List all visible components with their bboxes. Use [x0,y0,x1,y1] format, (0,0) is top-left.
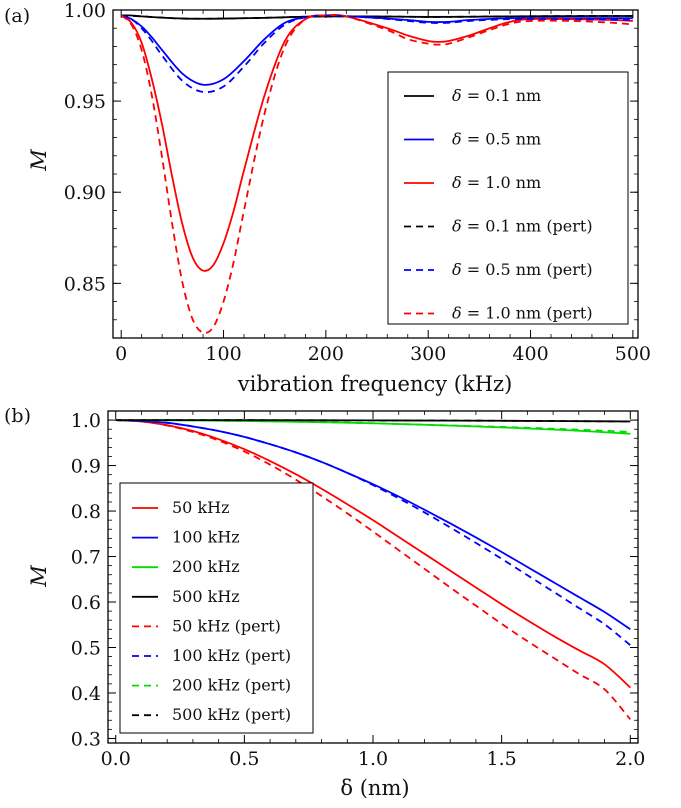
x-tick-label: 400 [512,343,548,365]
x-tick-label: 1.0 [358,748,388,770]
series-line [115,419,631,646]
x-tick-label: 200 [308,343,344,365]
y-tick-label: 0.3 [71,728,101,750]
panel-a-ticks: 0 100 200 300 400 500 0.85 0.90 0.95 1.00 [64,0,651,365]
x-tick-label: 100 [205,343,241,365]
panel-b-ticks: 0.0 0.5 1.0 1.5 2.0 0.3 0.4 0.5 0.6 0.7 0.8 0.9 1.0 [71,410,646,770]
y-tick-label: 0.7 [71,547,101,569]
legend-label: 200 kHz [172,557,240,576]
legend-label: 200 kHz (pert) [172,676,291,695]
y-tick-label: 0.4 [71,683,101,705]
x-tick-label: 1.5 [487,748,517,770]
panel-b: (b) 0.0 0.5 1.0 1.5 2.0 0.3 0.4 0.5 0.6 0.7 0.8 0.9… [4,405,645,800]
legend-label: 50 kHz (pert) [172,616,281,635]
series-line [115,419,631,433]
legend-label: δ = 0.5 nm [452,130,541,149]
legend-label: δ = 1.0 nm (pert) [452,304,593,323]
legend-label: δ = 0.1 nm [452,86,541,105]
panel-a-tag: (a) [4,5,30,27]
legend-label: δ = 1.0 nm [452,173,541,192]
legend-label: 100 kHz (pert) [172,646,291,665]
y-tick-label: 1.0 [71,410,101,432]
series-line [115,419,631,720]
panel-b-legend-box [119,482,314,734]
x-tick-label: 0.5 [229,748,259,770]
y-tick-label: 0.85 [64,273,106,295]
x-tick-label: 0 [115,343,127,365]
panel-a-series [120,13,633,334]
panel-a-x-axis-label: vibration frequency (kHz) [237,372,513,396]
series-line [115,419,631,423]
legend-label: 50 kHz [172,498,230,517]
legend-label: 500 kHz [172,587,240,606]
series-line [115,419,631,689]
y-tick-label: 0.90 [64,182,106,204]
series-line [120,14,633,94]
series-line [120,14,633,272]
y-tick-label: 0.9 [71,456,101,478]
panel-a-legend: δ = 0.1 nm δ = 0.5 nm δ = 1.0 nm δ = 0.1 nm… [387,71,629,325]
panel-b-tag: (b) [4,405,31,427]
panel-b-legend: 50 kHz 100 kHz 200 kHz 500 kHz 50 kHz (pert)… [119,482,314,734]
legend-label: δ = 0.1 nm (pert) [452,217,593,236]
panel-a: (a) 0 100 200 300 400 500 0.85 0.90 0.95 1.00 vib… [4,0,651,396]
y-tick-label: 0.8 [71,501,101,523]
panel-a-y-axis-label: M [27,149,51,172]
y-tick-label: 1.00 [64,0,106,22]
x-tick-label: 300 [410,343,446,365]
panel-a-legend-box [387,71,629,325]
panel-b-series [115,419,631,720]
legend-label: 500 kHz (pert) [172,705,291,724]
legend-label: δ = 0.5 nm (pert) [452,260,593,279]
series-line [121,14,633,20]
series-line [120,14,633,86]
y-tick-label: 0.6 [71,592,101,614]
x-tick-label: 500 [615,343,651,365]
legend-label: 100 kHz [172,528,240,547]
y-tick-label: 0.5 [71,637,101,659]
x-tick-label: 2.0 [615,748,645,770]
panel-b-x-axis-label: δ (nm) [340,776,409,800]
panel-b-y-axis-label: M [27,565,51,588]
y-tick-label: 0.95 [64,91,106,113]
x-tick-label: 0.0 [101,748,131,770]
